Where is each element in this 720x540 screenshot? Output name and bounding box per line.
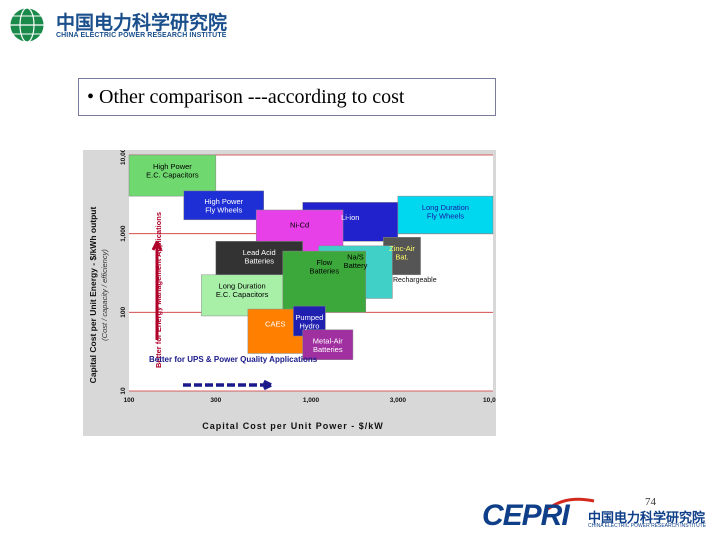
region-12	[302, 329, 354, 360]
region-label-4: Ni-Cd	[290, 220, 309, 229]
region-0	[128, 154, 217, 197]
region-2	[397, 195, 494, 234]
x-tick-3: 3,000	[390, 397, 407, 404]
region-label-11: Pumped Hydro	[295, 313, 323, 331]
footer-org-name-cn: 中国电力科学研究院	[588, 511, 706, 526]
slide-title-box: • Other comparison ---according to cost	[78, 78, 496, 116]
y-tick-3: 10,000	[120, 150, 127, 165]
org-name-cn: 中国电力科学研究院	[56, 12, 228, 34]
region-label-7: Lead Acid Batteries	[243, 248, 276, 266]
region-8	[282, 250, 367, 313]
cost-comparison-chart: High Power E.C. Capacitors High Power Fly W…	[83, 150, 496, 436]
x-tick-0: 100	[124, 397, 135, 404]
cepri-footer-logo: CEPRI 中国电力科学研究院 CHINA ELECTRIC POWER RES…	[482, 497, 718, 535]
y-tick-2: 1,000	[120, 225, 127, 242]
region-label-6: Na/S Battery	[344, 253, 368, 271]
slide-title: • Other comparison ---according to cost	[87, 86, 405, 108]
x-tick-1: 300	[210, 397, 221, 404]
x-tick-2: 1,000	[303, 397, 320, 404]
page-number: 74	[645, 496, 656, 508]
region-1	[183, 190, 264, 221]
globe-logo-icon	[9, 7, 45, 43]
org-name-en: CHINA ELECTRIC POWER RESEARCH INSTITUTE	[56, 32, 227, 39]
x-tick-4: 10,000	[483, 397, 496, 404]
y-axis-sublabel: (Cost / capacity / efficiency)	[100, 249, 109, 341]
region-label-9: Long Duration E.C. Capacitors	[216, 282, 269, 300]
x-axis-label: Capital Cost per Unit Power - $/kW	[202, 421, 384, 431]
region-label-12: Metal-Air Batteries	[313, 336, 344, 354]
cepri-swoosh-icon	[547, 497, 595, 511]
ups-power-quality-annotation: Better for UPS & Power Quality Applicati…	[149, 355, 318, 364]
region-label-3: Li-ion	[341, 213, 359, 222]
cepri-header-logo: 中国电力科学研究院 CHINA ELECTRIC POWER RESEARCH …	[8, 6, 248, 46]
y-tick-1: 100	[120, 307, 127, 318]
region-label-5: Zinc-Air Bat.	[389, 244, 415, 262]
region-label-2: Long Duration Fly Wheels	[422, 203, 469, 221]
region-label-8: Flow Batteries	[309, 258, 339, 276]
region-label-10: CAES	[265, 320, 285, 329]
y-tick-0: 10	[120, 387, 127, 395]
y-axis-label: Capital Cost per Unit Energy - $/kWh out…	[88, 207, 98, 384]
energy-arrow-icon	[151, 241, 163, 340]
cepri-brand: CEPRI	[482, 499, 570, 532]
ups-arrow-icon	[183, 379, 272, 391]
footer-org-name-en: CHINA ELECTRIC POWER RESEARCH INSTITUTE	[588, 523, 707, 529]
region-label-1: High Power Fly Wheels	[204, 197, 243, 215]
region-label-0: High Power E.C. Capacitors	[146, 162, 199, 180]
rechargeable-label: Rechargeable	[393, 277, 437, 284]
